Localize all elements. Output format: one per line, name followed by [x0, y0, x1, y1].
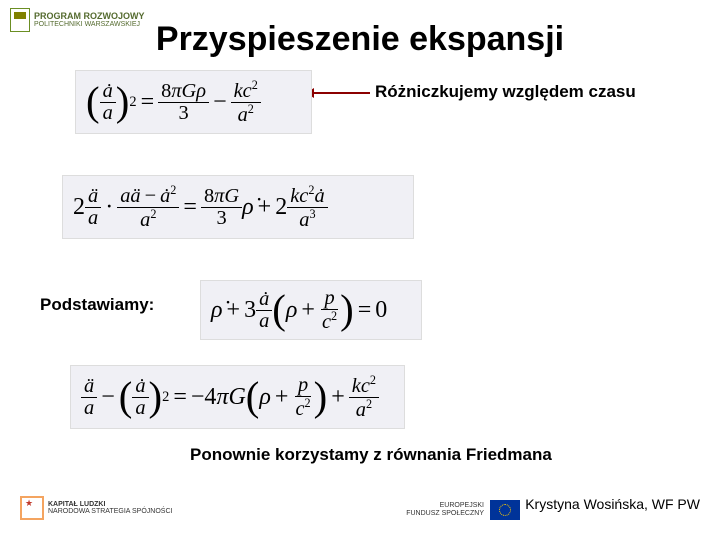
kapital-line2: NARODOWA STRATEGIA SPÓJNOŚCI — [48, 508, 172, 515]
equation-fluid: ρ̇ +3 ȧa (ρ+pc2) =0 — [200, 280, 422, 340]
author-credit: Krystyna Wosińska, WF PW — [525, 496, 700, 512]
annotation-substitute: Podstawiamy: — [40, 295, 154, 315]
eu-logo: EUROPEJSKI FUNDUSZ SPOŁECZNY — [406, 500, 520, 520]
eq1-lhs-num: ȧ — [103, 80, 113, 102]
annotation-reuse: Ponownie korzystamy z równania Friedmana — [190, 445, 552, 465]
kapital-icon — [20, 496, 44, 520]
footer: KAPITAŁ LUDZKI NARODOWA STRATEGIA SPÓJNO… — [0, 490, 720, 530]
eq1-r1-num: 8πGρ — [161, 80, 206, 102]
equation-differentiated: 2 äa · aä−ȧ2a2 = 8πG3ρ̇ +2 kc2ȧa3 — [62, 175, 414, 239]
arrow-left-icon — [312, 92, 370, 94]
eq1-lhs-pow: 2 — [129, 94, 136, 111]
eq1-r2-num: kc — [234, 80, 252, 102]
eu-line2: FUNDUSZ SPOŁECZNY — [406, 510, 484, 518]
annotation-differentiate: Różniczkujemy względem czasu — [375, 82, 636, 102]
equation-acceleration: äa − (ȧa)2 = −4πG (ρ+pc2) + kc2a2 — [70, 365, 405, 429]
page-title: Przyspieszenie ekspansji — [0, 20, 720, 59]
eq1-r1-den: 3 — [176, 103, 192, 123]
kapital-logo: KAPITAŁ LUDZKI NARODOWA STRATEGIA SPÓJNO… — [20, 496, 172, 520]
equation-friedmann: (ȧa)2 = 8πGρ3 − kc2a2 — [75, 70, 312, 134]
eu-line1: EUROPEJSKI — [406, 502, 484, 510]
eu-flag-icon — [490, 500, 520, 520]
eq1-lhs-den: a — [100, 103, 116, 123]
kapital-line1: KAPITAŁ LUDZKI — [48, 501, 172, 508]
